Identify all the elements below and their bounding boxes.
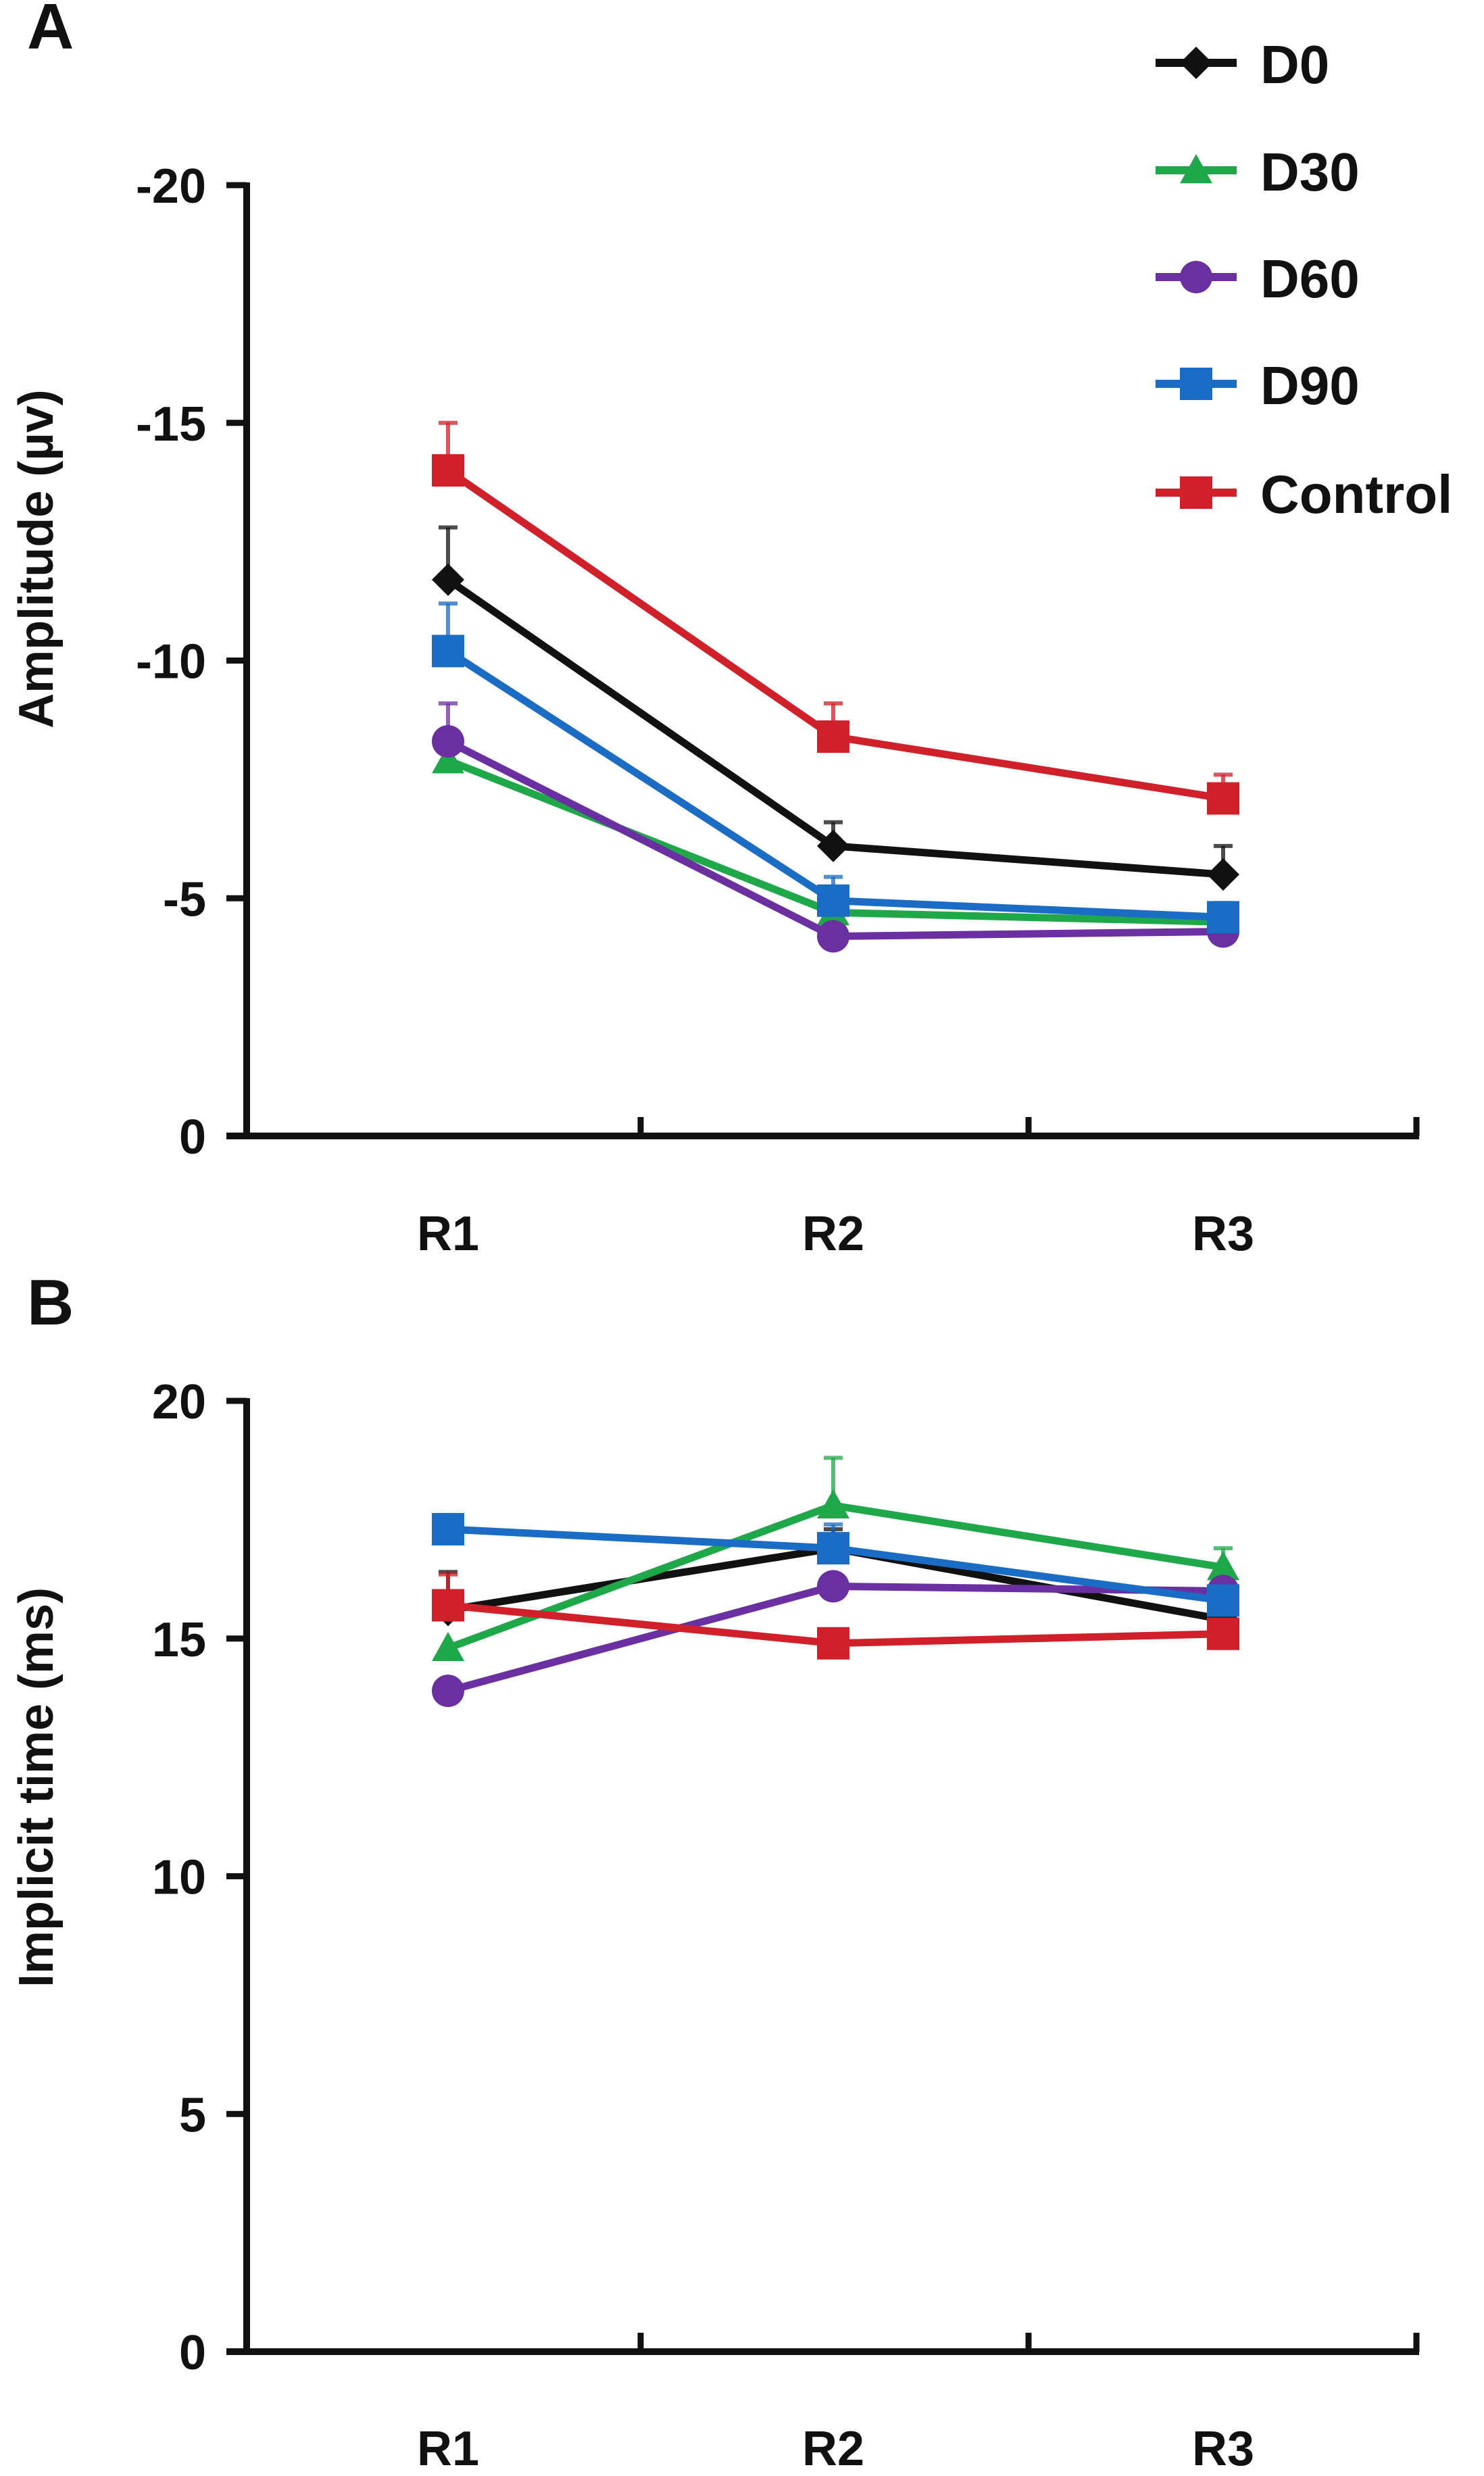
data-point-control-r3	[1207, 1617, 1239, 1650]
legend-item-d60: D60	[1156, 249, 1360, 309]
data-point-d30-r2	[817, 1489, 849, 1518]
series-d90	[432, 601, 1239, 934]
y-tick-label: 5	[179, 2088, 206, 2142]
data-point-control-r2	[817, 720, 849, 753]
data-point-d30-r1	[432, 744, 464, 774]
legend: D0 D30 D60 D90 Control	[1156, 34, 1452, 524]
series-control	[432, 1572, 1239, 1660]
x-tick-label-r3: R3	[1192, 2422, 1254, 2476]
chart-panel-b: 0 5 10 15 20 R1 R2 R3 Implicit time (ms)	[9, 1375, 1420, 2476]
legend-item-d0: D0	[1156, 34, 1329, 95]
panel-label-b: B	[27, 1266, 74, 1339]
y-tick-label: 20	[152, 1375, 206, 1429]
y-tick-label: 0	[179, 2326, 206, 2380]
legend-marker-circle-icon	[1180, 261, 1212, 293]
x-tick-label-r1: R1	[417, 2422, 479, 2476]
data-point-d0-r3	[1207, 858, 1239, 891]
data-point-d30-r1	[432, 1631, 464, 1662]
series-d30	[432, 1456, 1239, 1662]
data-point-d0-r1	[432, 563, 464, 596]
data-point-control-r1	[432, 454, 464, 487]
panel-label-a: A	[27, 0, 74, 63]
y-axis-title: Amplitude (µv)	[9, 389, 64, 728]
legend-label: D30	[1260, 142, 1360, 202]
series-d90	[432, 1512, 1239, 1617]
x-tick-label-r1: R1	[417, 1207, 479, 1261]
data-point-d90-r2	[817, 884, 849, 917]
data-point-d0-r2	[817, 829, 849, 862]
data-point-d60-r2	[817, 1570, 849, 1603]
data-point-d90-r1	[432, 1512, 464, 1545]
data-point-d90-r1	[432, 635, 464, 668]
legend-label: Control	[1260, 464, 1452, 524]
chart-panel-a: -20 -15 -10 -5 0 R1 R2 R3 Amplitude (µv)	[9, 159, 1420, 1261]
data-point-control-r2	[817, 1627, 849, 1660]
legend-label: D60	[1260, 249, 1360, 309]
y-axis-title: Implicit time (ms)	[9, 1587, 64, 1987]
series-d60	[432, 701, 1239, 953]
data-point-d60-r2	[817, 920, 849, 953]
legend-marker-square-icon	[1180, 476, 1212, 509]
legend-item-control: Control	[1156, 464, 1452, 524]
data-point-d60-r1	[432, 725, 464, 758]
y-tick-label: -15	[136, 397, 206, 451]
y-tick-label: 15	[152, 1613, 206, 1667]
data-point-d90-r3	[1207, 1584, 1239, 1617]
x-tick-label-r2: R2	[802, 2422, 864, 2476]
y-tick-label: 10	[152, 1851, 206, 1905]
y-tick-label: -20	[136, 159, 206, 214]
x-tick-label-r2: R2	[802, 1207, 864, 1261]
legend-label: D0	[1260, 34, 1329, 95]
legend-marker-triangle-icon	[1180, 154, 1212, 184]
data-point-control-r3	[1207, 782, 1239, 815]
y-tick-label: -10	[136, 635, 206, 689]
series-d0	[432, 525, 1239, 891]
data-point-d60-r1	[432, 1675, 464, 1708]
data-point-d30-r3	[1207, 1551, 1239, 1581]
data-point-d90-r2	[817, 1532, 849, 1565]
legend-marker-diamond-icon	[1180, 47, 1212, 79]
legend-item-d90: D90	[1156, 355, 1360, 416]
legend-item-d30: D30	[1156, 142, 1360, 202]
x-tick-label-r3: R3	[1192, 1207, 1254, 1261]
y-tick-label: 0	[179, 1110, 206, 1164]
data-point-d90-r3	[1207, 901, 1239, 934]
series-control	[432, 420, 1239, 815]
legend-marker-square-icon	[1180, 368, 1212, 400]
legend-label: D90	[1260, 355, 1360, 416]
data-point-control-r1	[432, 1589, 464, 1622]
y-tick-label: -5	[163, 872, 206, 926]
